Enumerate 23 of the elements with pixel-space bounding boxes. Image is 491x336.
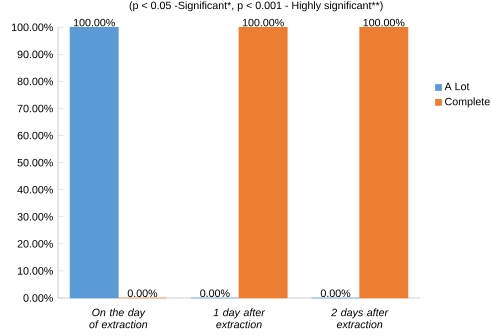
y-tick-label: 50.00%: [18, 158, 53, 166]
legend-label: A Lot: [444, 82, 470, 90]
y-tick-label: 10.00%: [18, 267, 53, 275]
y-tick-label: 40.00%: [17, 186, 53, 194]
y-tick-label: 30.00%: [18, 213, 53, 221]
data-label: 0.00%: [320, 290, 350, 298]
x-tick-label: 2 days after extraction: [331, 308, 388, 328]
y-tick-label: 20.00%: [18, 240, 53, 248]
chart-title: (p < 0.05 -Significant*, p < 0.001 - Highly significant**): [130, 1, 383, 12]
data-label: 0.00%: [128, 290, 158, 298]
y-tick-label: 100.00%: [12, 24, 53, 32]
data-label: 100.00%: [242, 18, 284, 26]
x-tick-label: 1 day after extraction: [213, 308, 266, 328]
y-tick-label: 70.00%: [18, 104, 53, 112]
x-tick-label: On the day of extraction: [89, 308, 148, 328]
y-tick-label: 90.00%: [18, 50, 53, 58]
data-label: 100.00%: [74, 18, 115, 26]
data-label: 0.00%: [200, 290, 230, 298]
y-tick-label: 80.00%: [18, 78, 53, 86]
legend-label: Complete: [445, 97, 490, 108]
y-tick-label: 0.00%: [23, 294, 53, 302]
data-label: 100.00%: [364, 18, 404, 26]
y-tick-label: 60.00%: [18, 132, 53, 140]
